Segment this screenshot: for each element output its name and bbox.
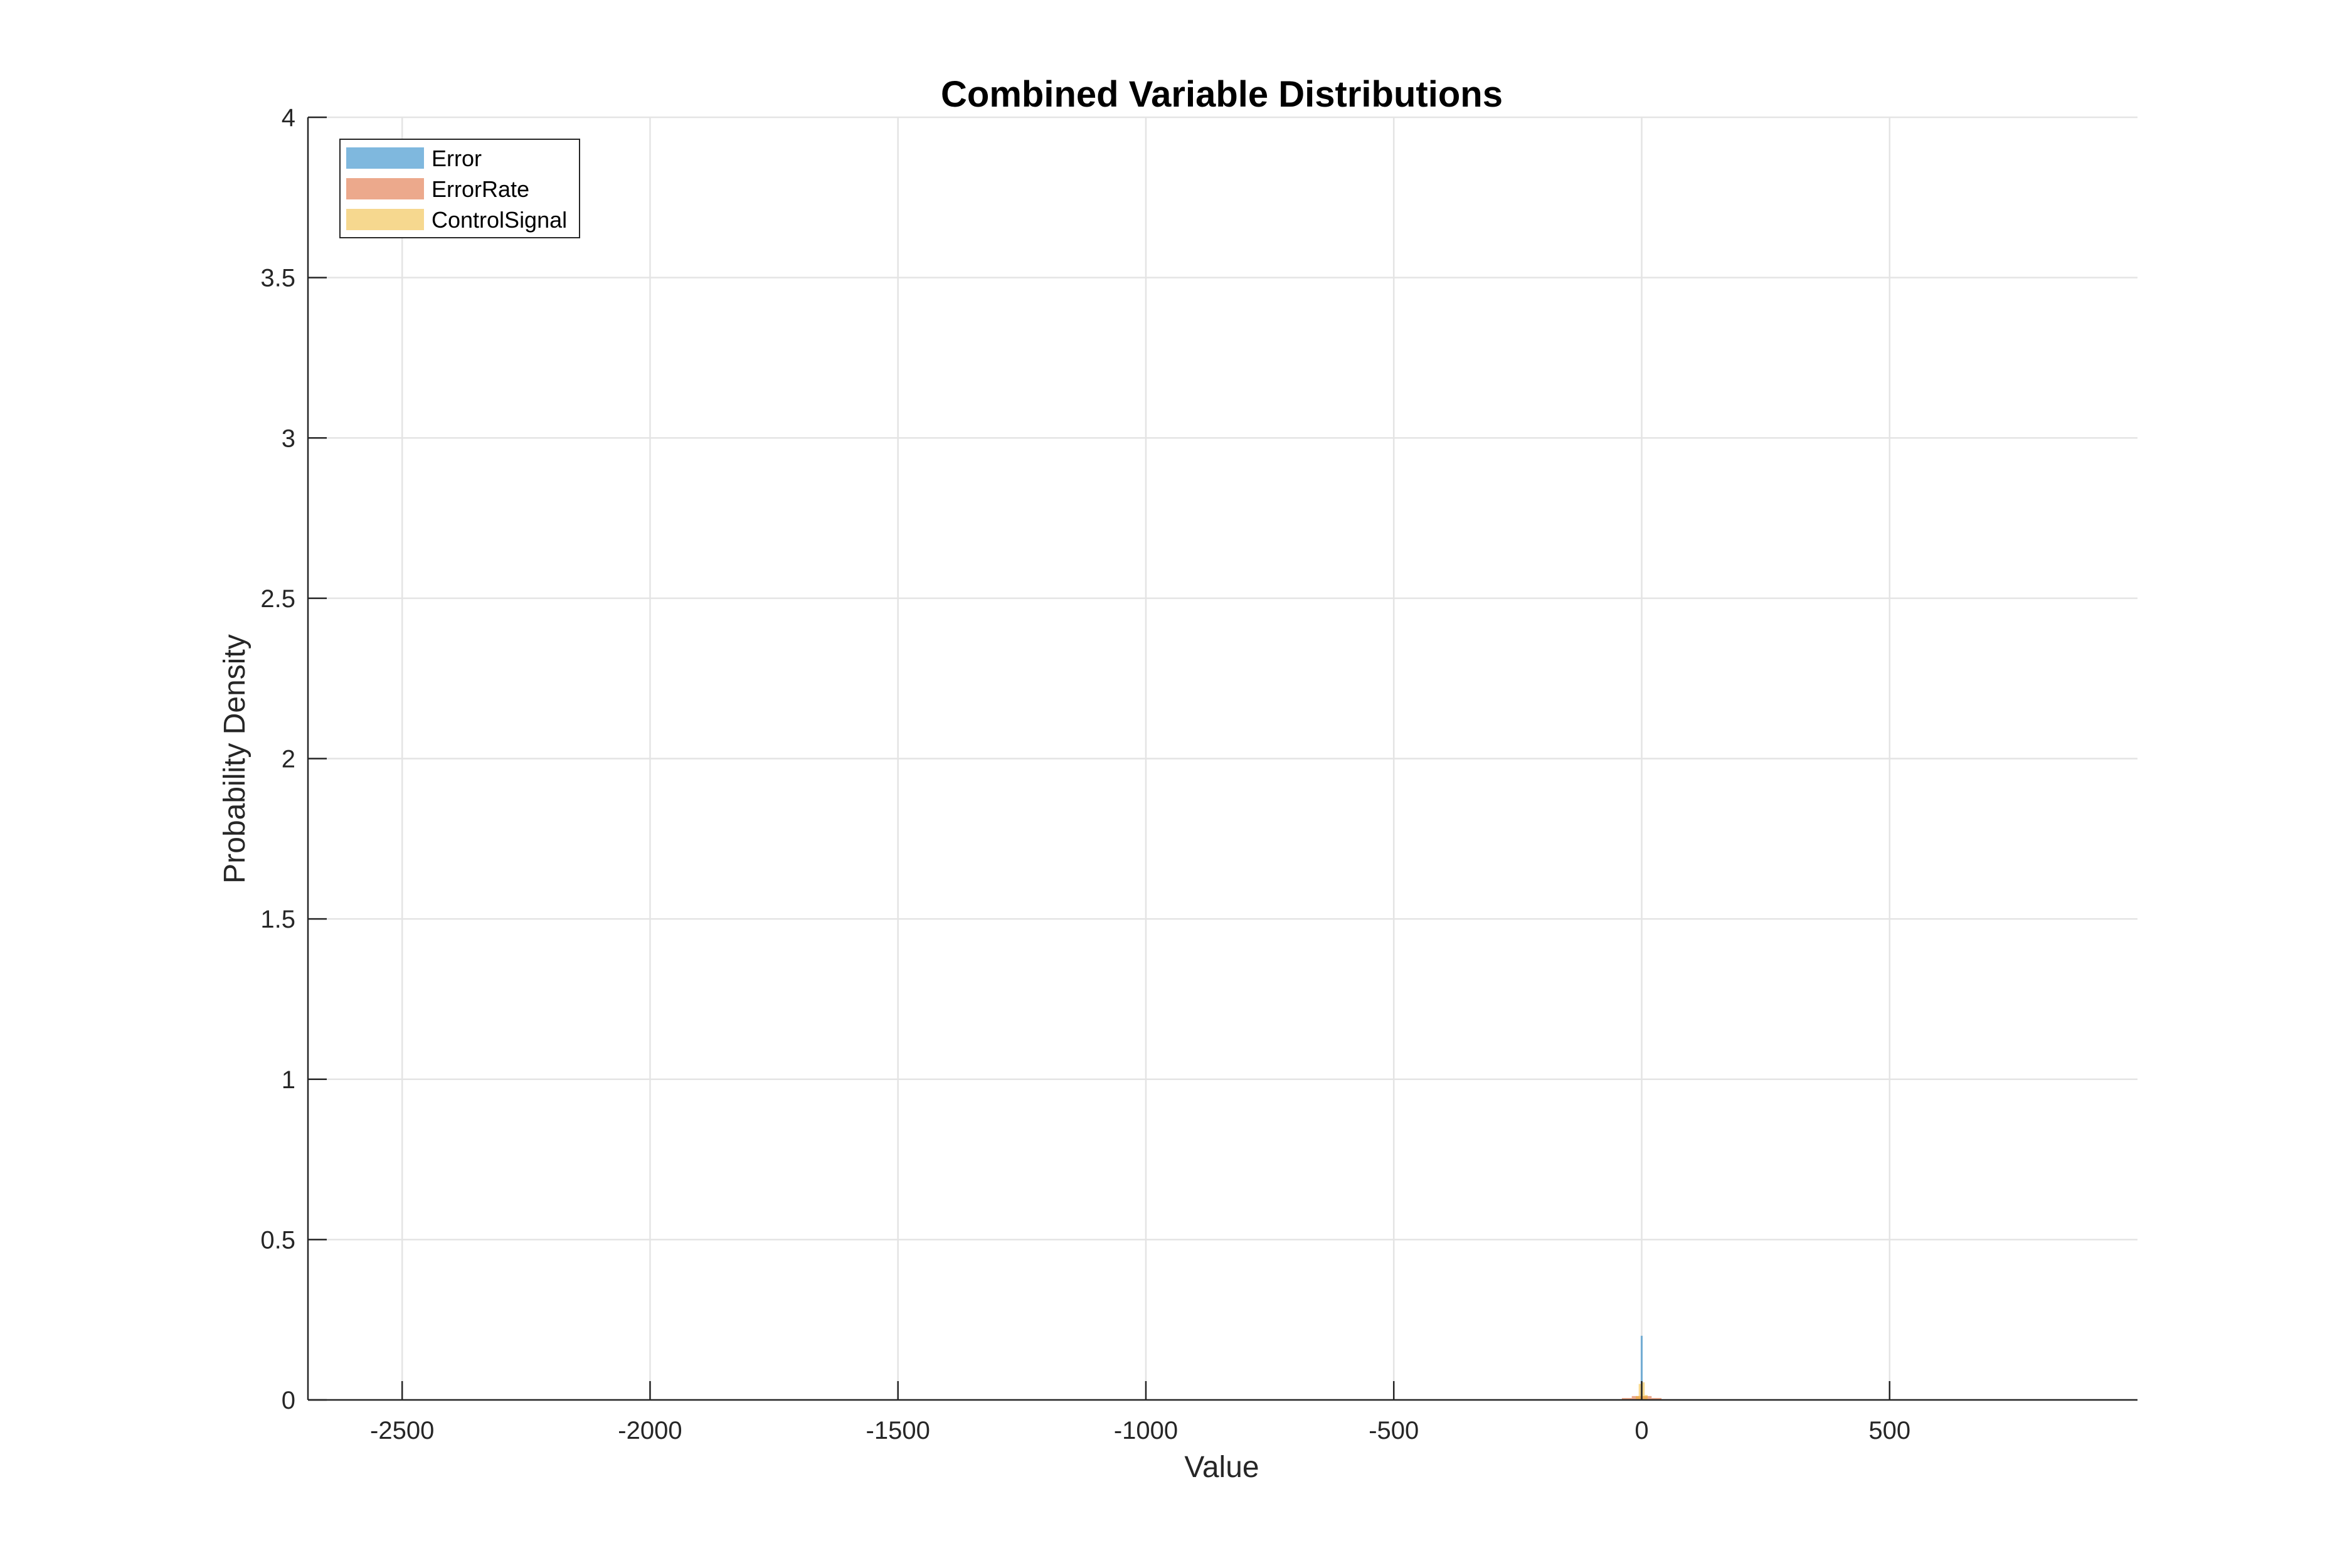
x-tick-label: -2000 [618, 1417, 682, 1444]
histogram-bar [1638, 1384, 1642, 1400]
x-tick-label: -1500 [866, 1417, 930, 1444]
histogram-bar [1641, 1382, 1645, 1400]
histogram-bar [1640, 1335, 1643, 1400]
legend-label: ErrorRate [432, 176, 529, 202]
y-tick-label: 0.5 [260, 1226, 295, 1254]
legend-label: Error [432, 146, 482, 171]
legend-swatch [346, 209, 424, 230]
x-axis-label: Value [1184, 1451, 1259, 1484]
legend-swatch [346, 178, 424, 199]
y-tick-label: 3.5 [260, 265, 295, 292]
y-axis-label: Probability Density [218, 634, 252, 884]
legend-swatch [346, 147, 424, 169]
chart-title: Combined Variable Distributions [941, 74, 1503, 115]
histogram-bar [1645, 1395, 1648, 1400]
x-tick-label: -500 [1369, 1417, 1419, 1444]
x-tick-label: 500 [1868, 1417, 1910, 1444]
x-tick-label: -1000 [1114, 1417, 1178, 1444]
y-tick-label: 0 [282, 1387, 295, 1414]
x-ticks: -2500 -2000 -1500 -1000 -500 0 500 [370, 1381, 1910, 1444]
histogram-bars [1621, 1335, 1662, 1400]
histogram-bar [1651, 1397, 1662, 1400]
legend-label: ControlSignal [432, 207, 567, 233]
histogram-bar [1635, 1396, 1639, 1400]
x-tick-label: -2500 [370, 1417, 434, 1444]
legend: Error ErrorRate ControlSignal [339, 139, 580, 238]
x-tick-label: 0 [1634, 1417, 1648, 1444]
y-tick-label: 4 [282, 104, 295, 132]
y-tick-label: 1 [282, 1066, 295, 1094]
y-ticks: 0 0.5 1 1.5 2 2.5 3 3.5 4 [260, 104, 327, 1414]
y-tick-label: 2 [282, 746, 295, 773]
y-tick-label: 1.5 [260, 906, 295, 933]
y-tick-label: 2.5 [260, 585, 295, 613]
y-tick-label: 3 [282, 425, 295, 452]
histogram-bar [1621, 1397, 1632, 1400]
